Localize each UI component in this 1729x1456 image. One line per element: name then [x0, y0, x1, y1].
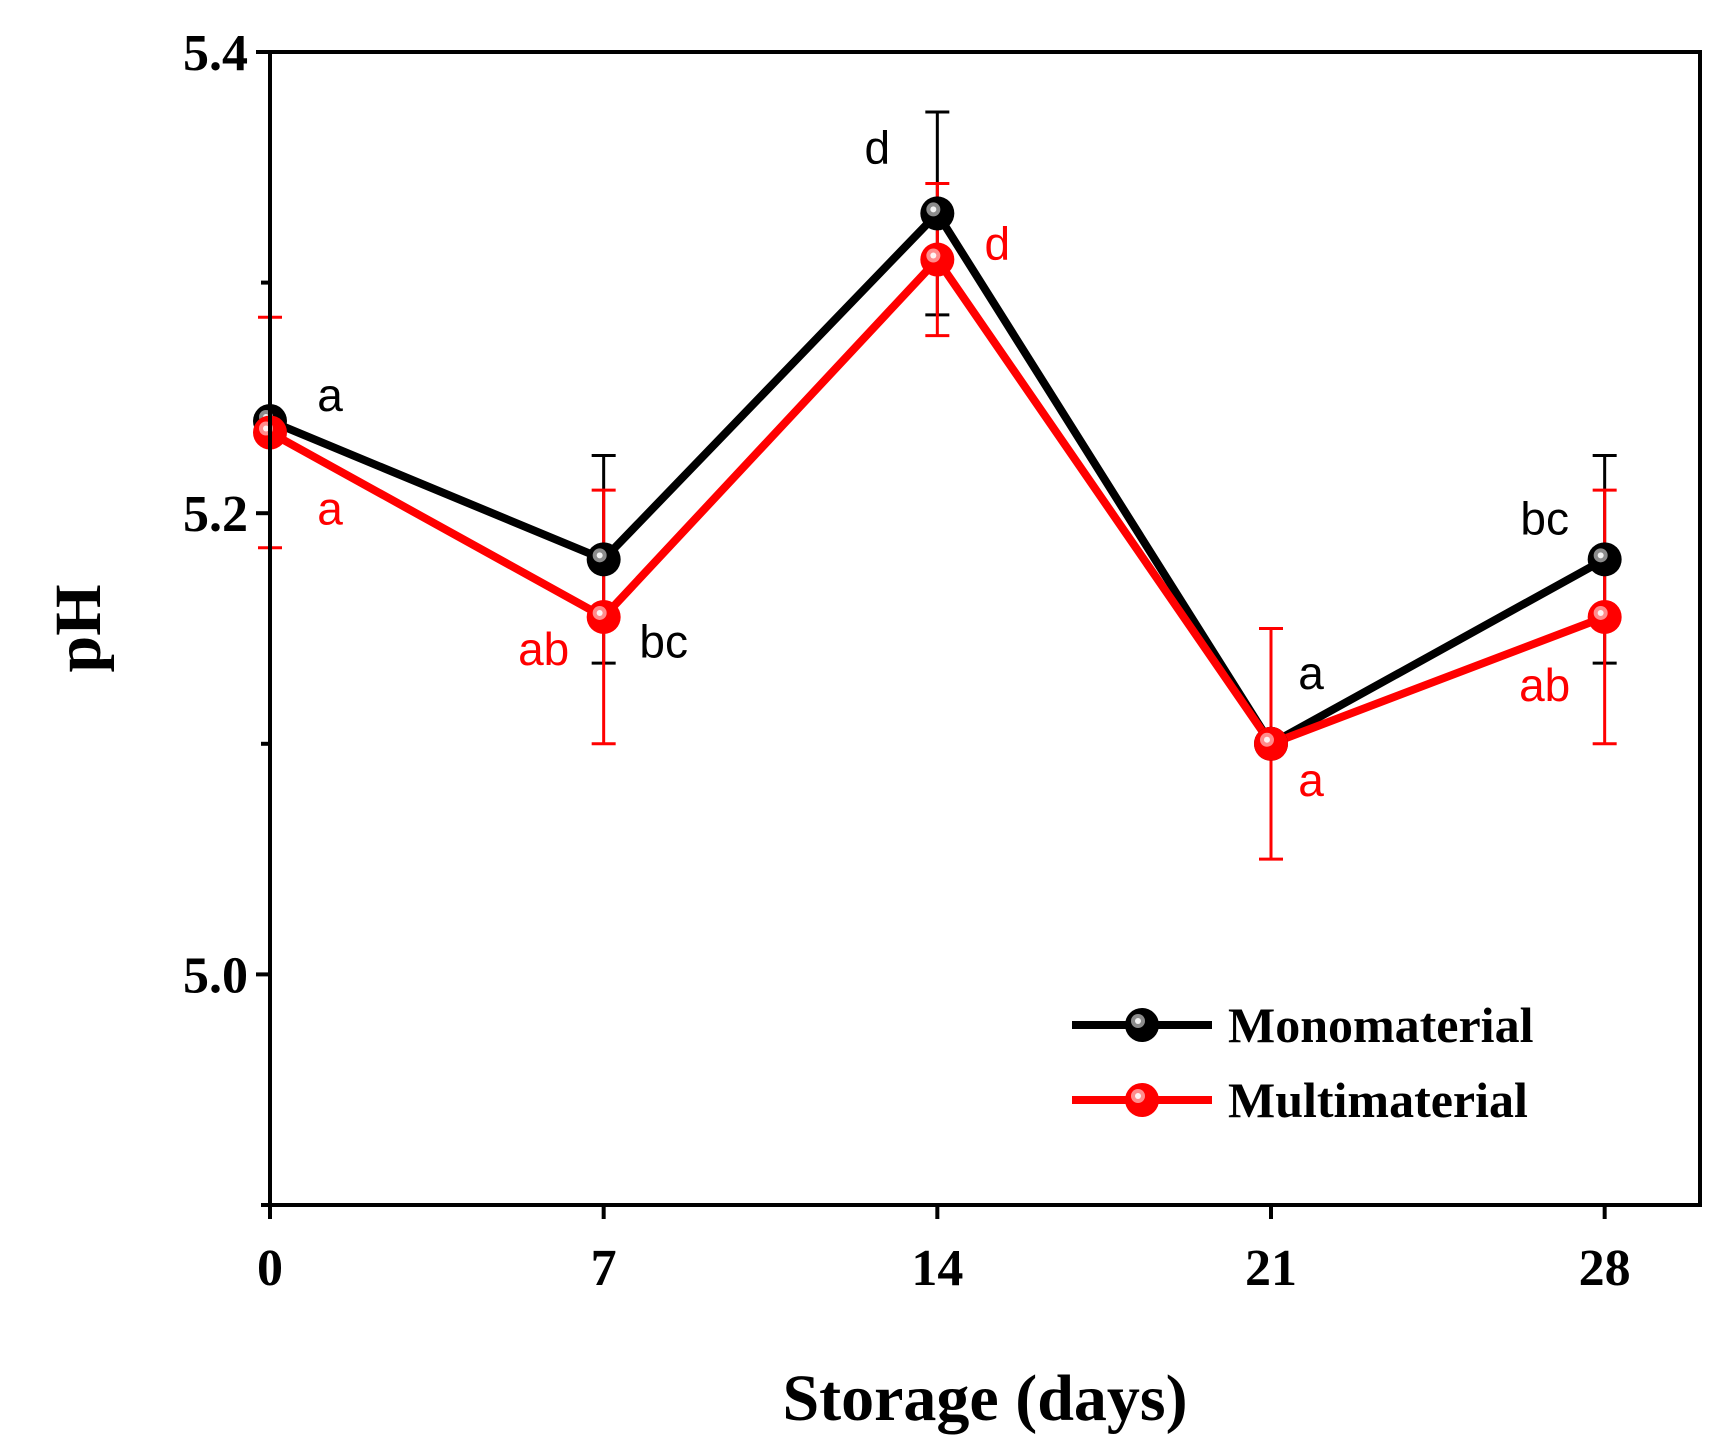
- annotations-layer: a bc d a bc a ab d a ab: [317, 121, 1570, 805]
- significance-letter: a: [317, 482, 343, 534]
- significance-letter: d: [985, 218, 1011, 270]
- legend: Monomaterial Multimaterial: [1072, 997, 1534, 1128]
- data-point: [1254, 726, 1288, 761]
- legend-label: Monomaterial: [1228, 997, 1534, 1053]
- x-tick-label: 14: [911, 1240, 963, 1297]
- y-tick-label: 5.2: [183, 486, 248, 543]
- marker-highlight-core: [596, 552, 603, 559]
- marker-highlight-core: [1597, 552, 1604, 559]
- data-point: [586, 542, 621, 577]
- significance-letter: bc: [639, 615, 688, 667]
- data-point: [920, 242, 955, 277]
- significance-letter: bc: [1520, 492, 1569, 544]
- x-tick-label: 21: [1245, 1240, 1297, 1297]
- y-tick-label: 5.0: [183, 947, 248, 1004]
- significance-letter: ab: [1519, 659, 1570, 711]
- marker-highlight-core: [596, 609, 603, 616]
- marker-highlight-core: [930, 206, 937, 213]
- marker-highlight-core: [1264, 736, 1270, 743]
- marker-highlight-core: [263, 425, 269, 432]
- axes-layer: 0 7 14 21 28 5.0 5.2 5.4: [183, 25, 1631, 1297]
- x-tick-label: 28: [1579, 1240, 1631, 1297]
- y-tick-label: 5.4: [183, 25, 248, 82]
- y-axis-title: pH: [42, 584, 115, 672]
- plot-frame: [268, 50, 1702, 1207]
- significance-letter: a: [1298, 647, 1324, 699]
- x-axis-title: Storage (days): [782, 1362, 1187, 1435]
- data-point: [586, 599, 621, 634]
- x-tick-label: 0: [257, 1240, 283, 1297]
- data-point: [920, 196, 955, 231]
- marker-highlight-core: [1597, 609, 1604, 616]
- legend-entry-monomaterial: Monomaterial: [1072, 997, 1534, 1053]
- marker-highlight-core: [930, 252, 937, 259]
- marker-highlight-core: [1135, 1093, 1141, 1099]
- x-tick-label: 7: [591, 1240, 617, 1297]
- data-point: [1125, 1083, 1159, 1117]
- data-point: [1587, 599, 1622, 634]
- significance-letter: a: [1298, 754, 1324, 806]
- legend-entry-multimaterial: Multimaterial: [1072, 1072, 1528, 1128]
- significance-letter: a: [317, 369, 343, 421]
- significance-letter: d: [865, 121, 891, 173]
- marker-highlight-core: [1135, 1018, 1141, 1024]
- legend-label: Multimaterial: [1228, 1072, 1528, 1128]
- significance-letter: ab: [518, 623, 569, 675]
- data-point: [1587, 542, 1622, 577]
- data-point: [1125, 1008, 1159, 1042]
